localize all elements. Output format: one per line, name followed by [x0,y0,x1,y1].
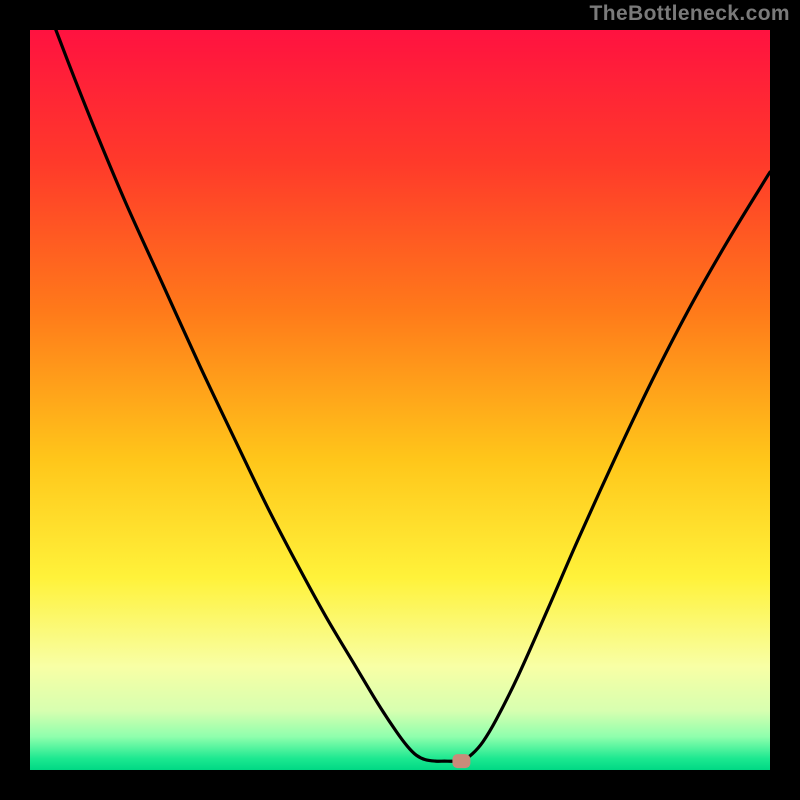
bottleneck-chart [0,0,800,800]
watermark-label: TheBottleneck.com [589,2,790,26]
chart-frame: TheBottleneck.com [0,0,800,800]
optimum-marker [452,754,470,768]
plot-background [30,30,770,770]
